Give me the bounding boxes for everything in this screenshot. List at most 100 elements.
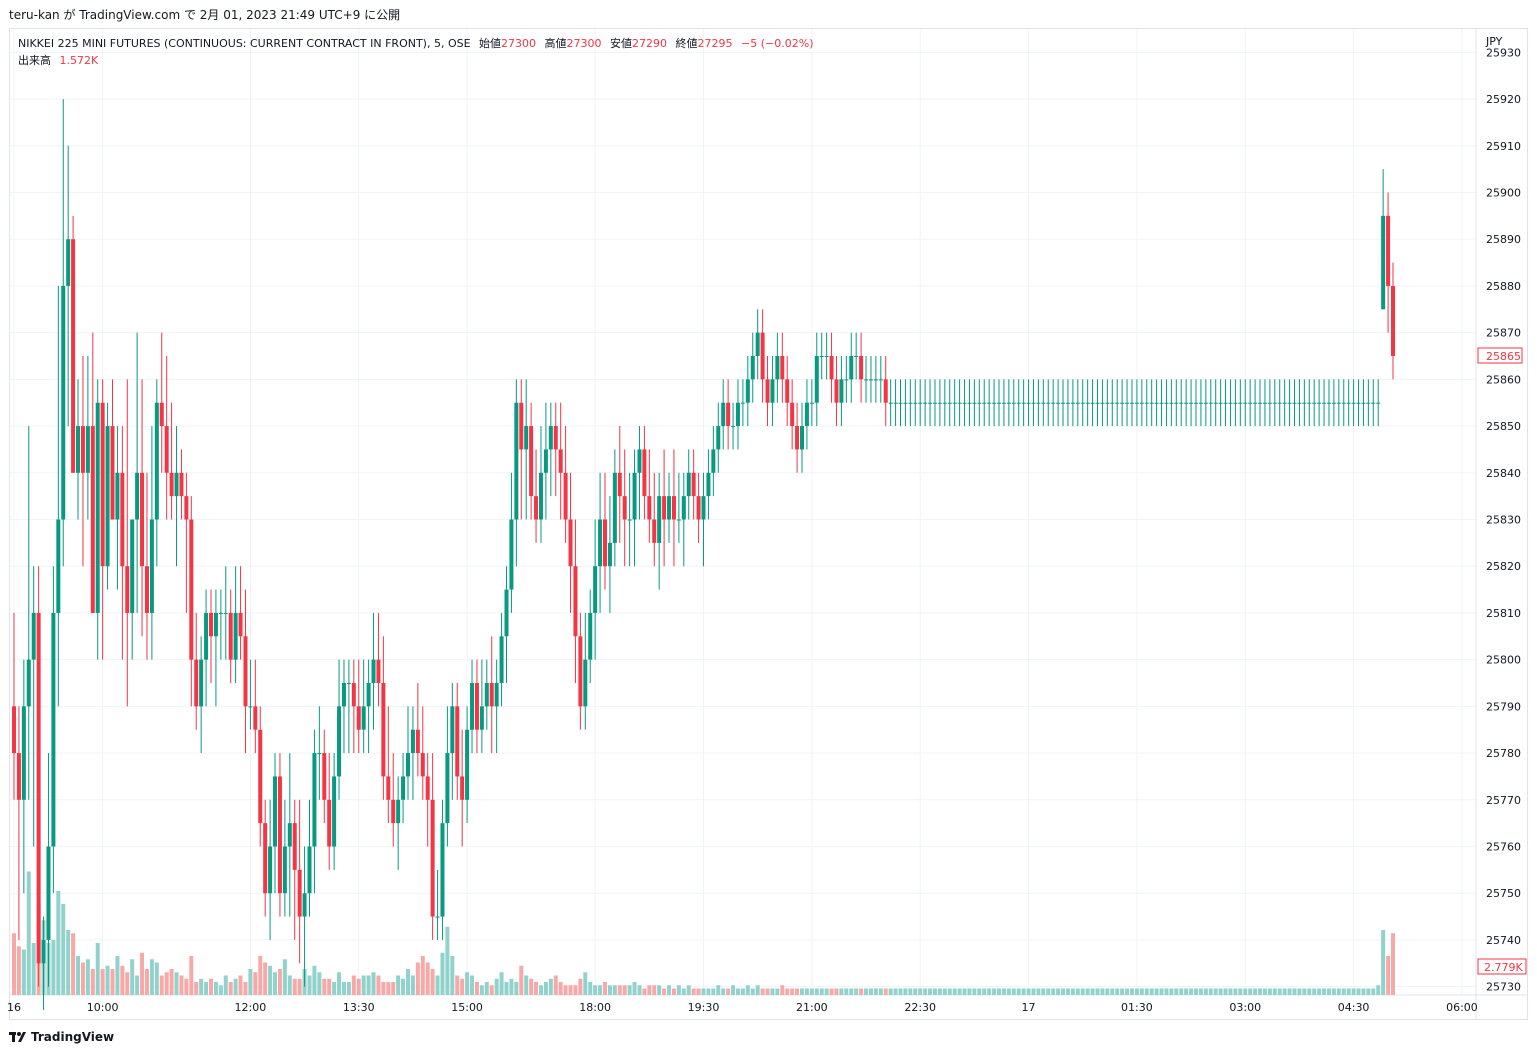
volume-bar	[1326, 988, 1331, 995]
candle-body	[750, 356, 755, 380]
candle-body	[371, 659, 376, 683]
time-tick-label: 04:30	[1338, 1001, 1370, 1014]
volume-bar	[430, 969, 435, 995]
candle-body	[292, 823, 297, 870]
candle-body	[755, 332, 760, 356]
candle-body	[908, 402, 913, 404]
candle-body	[745, 379, 750, 403]
candle-body	[302, 893, 307, 917]
candle-body	[893, 402, 898, 404]
volume-bar	[735, 988, 740, 995]
volume-bar	[90, 969, 95, 995]
time-tick-label: 15:00	[451, 1001, 483, 1014]
volume-bar	[928, 988, 933, 995]
volume-bar	[115, 956, 120, 995]
time-tick-label: 16	[7, 1001, 21, 1014]
candle-body	[1386, 215, 1391, 286]
volume-bar	[632, 982, 637, 995]
candle-body	[1356, 402, 1361, 404]
candle-body	[790, 402, 795, 427]
candle-body	[1248, 402, 1253, 404]
volume-bar	[1346, 988, 1351, 995]
volume-bar	[223, 975, 228, 995]
volume-bar	[1065, 988, 1070, 995]
volume-bar	[356, 978, 361, 995]
candle-body	[1371, 402, 1376, 404]
volume-bar	[1223, 988, 1228, 995]
volume-bar	[410, 975, 415, 995]
volume-bar	[568, 985, 573, 995]
volume-bar	[149, 959, 154, 995]
candle-body	[474, 683, 479, 730]
volume-bar	[543, 982, 548, 995]
candle-body	[164, 426, 169, 473]
candle-body	[1233, 402, 1238, 404]
volume-bar	[494, 978, 499, 995]
candle-body	[194, 659, 199, 707]
volume-bar	[681, 988, 686, 995]
candle-body	[401, 776, 406, 800]
volume-bar	[366, 975, 371, 995]
candle-body	[543, 449, 548, 473]
candle-body	[31, 612, 36, 660]
candle-body	[174, 472, 179, 497]
candle-body	[1011, 402, 1016, 404]
candle-body	[223, 612, 228, 614]
volume-bar	[1386, 956, 1391, 995]
time-tick-label: 22:30	[904, 1001, 936, 1014]
candle-body	[1031, 402, 1036, 404]
candle-body	[854, 356, 859, 357]
candle-body	[957, 402, 962, 404]
volume-bar	[903, 988, 908, 995]
candle-body	[268, 846, 273, 894]
candle-body	[233, 612, 238, 660]
candle-body	[1016, 402, 1021, 404]
candle-body	[721, 402, 726, 427]
volume-bar	[460, 978, 465, 995]
volume-bar	[740, 988, 745, 995]
candle-body	[322, 753, 327, 800]
candle-body	[26, 659, 31, 707]
change-value: −5 (−0.02%)	[741, 37, 814, 50]
volume-bar	[607, 985, 612, 995]
volume-bar	[95, 943, 100, 995]
candle-body	[71, 239, 76, 473]
candle-body	[489, 683, 494, 707]
candle-body	[465, 729, 470, 800]
candle-body	[681, 496, 686, 520]
volume-bar	[213, 982, 218, 995]
volume-bar	[71, 933, 76, 995]
candle-body	[258, 729, 263, 824]
candle-body	[962, 402, 967, 404]
candle-body	[1253, 402, 1258, 404]
volume-bar	[671, 988, 676, 995]
volume-bar	[1149, 988, 1154, 995]
candle-body	[179, 472, 184, 497]
volume-bar	[952, 988, 957, 995]
volume-bar	[588, 982, 593, 995]
volume-bar	[1159, 988, 1164, 995]
volume-bar	[745, 985, 750, 995]
candle-body	[1277, 402, 1282, 404]
candle-body	[189, 519, 194, 660]
volume-bar	[637, 985, 642, 995]
candle-body	[864, 379, 869, 381]
volume-bar	[282, 959, 287, 995]
candle-body	[46, 846, 51, 940]
volume-bar	[1351, 988, 1356, 995]
candle-body	[603, 519, 607, 567]
candle-body	[662, 496, 667, 520]
volume-bar	[957, 988, 962, 995]
candle-body	[588, 612, 593, 660]
volume-bar	[1267, 988, 1272, 995]
candle-body	[1326, 402, 1331, 404]
price-tick-label: 25790	[1486, 700, 1521, 713]
volume-bar	[849, 988, 854, 995]
brand-name[interactable]: TradingView	[31, 1030, 115, 1044]
volume-bar	[1238, 988, 1243, 995]
volume-bar	[327, 978, 332, 995]
candle-body	[1267, 402, 1272, 404]
volume-bar	[277, 969, 282, 995]
volume-bar	[819, 988, 824, 995]
